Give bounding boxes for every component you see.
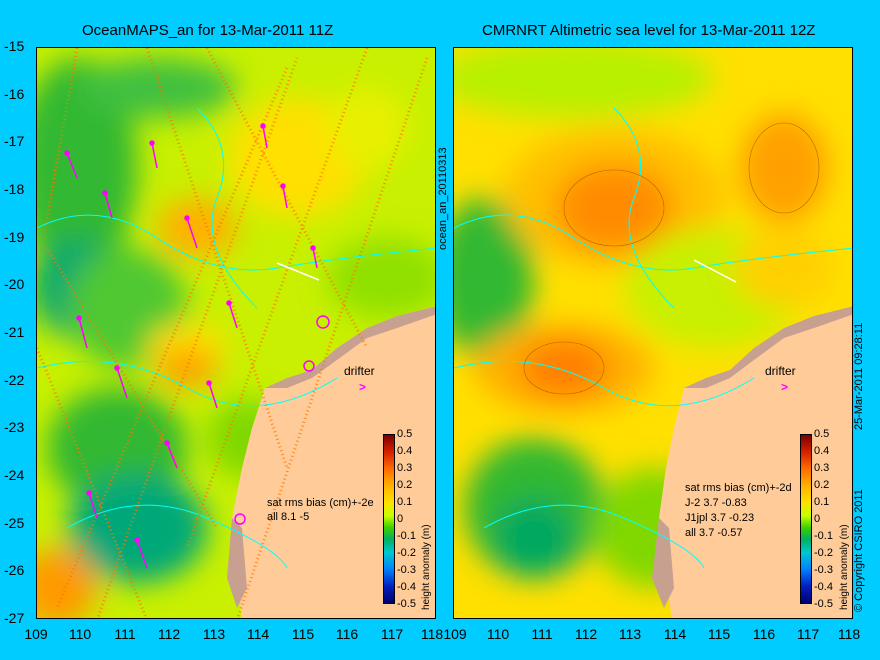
lon-label: 109 [443, 626, 467, 642]
satellite-tracks [37, 48, 429, 618]
right-stats-row: J-2 3.7 -0.83 [685, 497, 747, 509]
lon-label: 110 [486, 626, 510, 642]
colorbar-tick: -0.4 [814, 581, 833, 593]
lon-label: 117 [380, 626, 404, 642]
lon-label: 118 [837, 626, 861, 642]
lat-label: -21 [4, 324, 25, 340]
lon-label: 112 [157, 626, 181, 642]
drifter-track [276, 262, 320, 281]
colorbar-label: height anomaly (m) [421, 524, 432, 610]
left-map-field [37, 48, 435, 618]
left-stats-header: sat rms bias (cm)+-2e [267, 497, 374, 509]
lat-label: -16 [4, 86, 25, 102]
left-map-title: OceanMAPS_an for 13-Mar-2011 11Z [82, 22, 334, 39]
colorbar-right [800, 434, 812, 604]
colorbar-label: height anomaly (m) [839, 524, 850, 610]
lon-label: 114 [663, 626, 687, 642]
lon-label: 118 [420, 626, 444, 642]
lat-label: -20 [4, 276, 25, 292]
lat-label: -25 [4, 515, 25, 531]
colorbar-tick: 0.2 [814, 479, 830, 491]
colorbar-tick: -0.1 [397, 530, 416, 542]
left-stats-row: all 8.1 -5 [267, 511, 310, 523]
lon-label: 111 [531, 626, 553, 642]
drifter-track [693, 259, 737, 283]
drifter-marker: > [781, 380, 789, 394]
drifter-arrows [64, 123, 318, 569]
lat-label: -24 [4, 467, 25, 483]
lat-label: -17 [4, 133, 25, 149]
lat-label: -22 [4, 372, 25, 388]
lon-label: 116 [752, 626, 776, 642]
lat-label: -19 [4, 229, 25, 245]
left-map-panel: drifter > sat rms bias (cm)+-2e all 8.1 … [36, 47, 436, 619]
colorbar-left [383, 434, 395, 604]
bathymetry-contours [454, 107, 852, 569]
colorbar-tick: 0.4 [814, 445, 830, 457]
lat-label: -18 [4, 181, 25, 197]
colorbar-tick: -0.3 [397, 564, 416, 576]
colorbar-tick: -0.4 [397, 581, 416, 593]
colorbar-tick: 0 [397, 513, 404, 525]
colorbar-tick: -0.3 [814, 564, 833, 576]
colorbar-tick: 0.2 [397, 479, 413, 491]
colorbar-tick: -0.5 [397, 598, 416, 610]
colorbar-tick: 0.1 [397, 496, 413, 508]
contour-lines [523, 122, 820, 395]
right-stats-row: all 3.7 -0.57 [685, 527, 743, 539]
lat-label: -27 [4, 610, 25, 626]
colorbar-tick: 0.3 [814, 462, 830, 474]
right-map-field [454, 48, 852, 618]
lon-label: 112 [574, 626, 598, 642]
timestamp-label: 25-Mar-2011 09:28:11 [853, 322, 865, 430]
right-map-title: CMRNRT Altimetric sea level for 13-Mar-2… [482, 22, 816, 39]
lon-label: 113 [202, 626, 226, 642]
lat-label: -26 [4, 562, 25, 578]
colorbar-tick: -0.2 [814, 547, 833, 559]
colorbar-tick: 0.1 [814, 496, 830, 508]
lon-label: 109 [24, 626, 48, 642]
colorbar-tick: 0.5 [814, 428, 830, 440]
coastal-shelf [265, 306, 435, 388]
lon-label: 113 [618, 626, 642, 642]
colorbar-tick: 0.4 [397, 445, 413, 457]
colorbar-tick: -0.1 [814, 530, 833, 542]
right-stats-header: sat rms bias (cm)+-2d [685, 482, 792, 494]
height-anomaly-blobs [37, 58, 435, 618]
drifter-circle [316, 315, 330, 329]
drifter-label: drifter [765, 364, 796, 378]
colorbar-tick: -0.2 [397, 547, 416, 559]
colorbar-tick: 0 [814, 513, 821, 525]
drifter-label: drifter [344, 364, 375, 378]
copyright-label: © Copyright CSIRO 2011 [853, 489, 865, 612]
right-stats-row: J1jpl 3.7 -0.23 [685, 512, 755, 524]
bathymetry-contours [37, 107, 435, 569]
lon-label: 110 [68, 626, 92, 642]
run-id-label: ocean_an_20110313 [437, 147, 449, 250]
lon-label: 116 [335, 626, 359, 642]
right-map-panel: drifter > sat rms bias (cm)+-2d J-2 3.7 … [453, 47, 853, 619]
lat-label: -23 [4, 419, 25, 435]
lon-label: 115 [707, 626, 731, 642]
lon-label: 114 [246, 626, 270, 642]
lat-label: -15 [4, 38, 25, 54]
lon-label: 111 [114, 626, 136, 642]
drifter-marker: > [359, 380, 367, 394]
lon-label: 117 [796, 626, 820, 642]
colorbar-tick: 0.5 [397, 428, 413, 440]
colorbar-tick: 0.3 [397, 462, 413, 474]
lon-label: 115 [291, 626, 315, 642]
colorbar-tick: -0.5 [814, 598, 833, 610]
